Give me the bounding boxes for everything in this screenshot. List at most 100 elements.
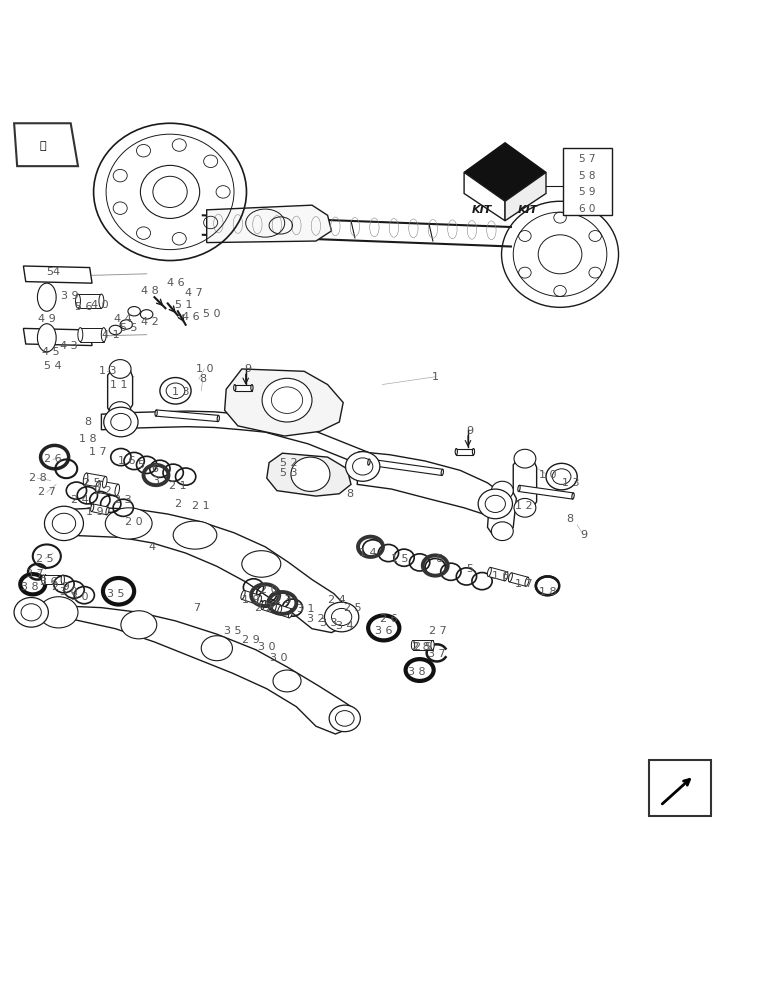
Ellipse shape	[473, 449, 474, 455]
Polygon shape	[235, 385, 252, 391]
Ellipse shape	[44, 506, 83, 541]
Ellipse shape	[272, 604, 276, 613]
Text: 6: 6	[435, 554, 441, 564]
Ellipse shape	[491, 522, 513, 541]
Polygon shape	[488, 486, 516, 535]
Text: 9: 9	[580, 530, 587, 540]
Ellipse shape	[106, 507, 109, 515]
Text: 2 7: 2 7	[430, 626, 447, 636]
Polygon shape	[464, 143, 546, 201]
Ellipse shape	[546, 463, 577, 490]
Text: 2 2: 2 2	[255, 603, 272, 613]
Text: 3 5: 3 5	[107, 589, 124, 599]
Ellipse shape	[115, 484, 119, 496]
Ellipse shape	[61, 575, 65, 584]
Ellipse shape	[217, 415, 219, 422]
Text: 3 1: 3 1	[297, 604, 314, 614]
Polygon shape	[23, 266, 92, 283]
Text: 1 7: 1 7	[89, 447, 106, 457]
Polygon shape	[242, 590, 261, 605]
Polygon shape	[108, 366, 133, 416]
Ellipse shape	[99, 294, 104, 308]
Text: 8: 8	[83, 417, 91, 427]
Text: 4 4: 4 4	[115, 314, 132, 324]
Ellipse shape	[552, 469, 571, 484]
Text: 3 7: 3 7	[27, 569, 44, 579]
Text: 1 0: 1 0	[196, 364, 213, 374]
Text: 3 5: 3 5	[224, 626, 241, 636]
Text: 1 7: 1 7	[516, 579, 533, 589]
Polygon shape	[513, 455, 537, 513]
Text: KIT: KIT	[518, 205, 538, 215]
Polygon shape	[267, 453, 351, 496]
Ellipse shape	[105, 508, 152, 539]
Text: 2 5: 2 5	[344, 603, 361, 613]
Ellipse shape	[353, 458, 373, 475]
Ellipse shape	[102, 476, 107, 488]
Text: 8: 8	[199, 374, 207, 384]
Polygon shape	[97, 481, 119, 496]
Text: 3: 3	[153, 476, 159, 486]
Ellipse shape	[261, 601, 265, 609]
Polygon shape	[464, 172, 505, 221]
Text: 5 3: 5 3	[280, 468, 297, 478]
Text: 4 6: 4 6	[167, 278, 184, 288]
Ellipse shape	[41, 575, 45, 584]
Text: 5 9: 5 9	[579, 187, 596, 197]
Text: 2 4: 2 4	[71, 495, 88, 505]
Text: 1 5: 1 5	[391, 554, 408, 564]
Text: 54: 54	[46, 267, 60, 277]
Ellipse shape	[160, 378, 191, 404]
Ellipse shape	[241, 590, 245, 599]
Text: 2 3: 2 3	[115, 495, 132, 505]
Text: 4 7: 4 7	[185, 288, 202, 298]
Text: 5: 5	[466, 564, 473, 574]
Text: 3 6: 3 6	[375, 626, 392, 636]
Text: 1 8: 1 8	[79, 434, 96, 444]
Text: 1 6: 1 6	[492, 571, 509, 581]
Polygon shape	[207, 205, 332, 243]
Text: KIT: KIT	[472, 205, 492, 215]
Ellipse shape	[128, 307, 140, 316]
Polygon shape	[519, 485, 573, 499]
Ellipse shape	[14, 597, 48, 627]
Ellipse shape	[335, 711, 354, 726]
Polygon shape	[14, 123, 78, 166]
Ellipse shape	[78, 328, 83, 342]
Bar	[563, 148, 612, 215]
Text: 1 6: 1 6	[118, 456, 135, 466]
Polygon shape	[101, 411, 374, 470]
Ellipse shape	[111, 413, 131, 431]
Ellipse shape	[509, 573, 512, 582]
Polygon shape	[17, 606, 355, 734]
Text: 2 5: 2 5	[414, 642, 431, 652]
Ellipse shape	[234, 385, 236, 391]
Polygon shape	[78, 294, 101, 308]
Text: 4 5: 4 5	[42, 347, 59, 357]
Text: 3 8: 3 8	[409, 667, 426, 677]
Text: 3 0: 3 0	[271, 653, 288, 663]
Polygon shape	[273, 604, 292, 618]
Text: 8: 8	[566, 514, 573, 524]
Ellipse shape	[289, 609, 292, 618]
Polygon shape	[156, 410, 218, 422]
Ellipse shape	[90, 504, 94, 512]
Text: 2 3: 2 3	[274, 595, 291, 605]
Polygon shape	[357, 452, 505, 517]
Text: 1 3: 1 3	[562, 478, 580, 488]
Polygon shape	[262, 601, 281, 615]
Text: 2 8: 2 8	[29, 473, 46, 483]
Ellipse shape	[278, 606, 282, 615]
Ellipse shape	[411, 640, 415, 650]
Text: 1 4: 1 4	[360, 548, 377, 558]
Ellipse shape	[109, 325, 122, 335]
Ellipse shape	[273, 670, 301, 692]
Ellipse shape	[83, 473, 88, 485]
Text: 1 9: 1 9	[243, 595, 260, 605]
Ellipse shape	[324, 602, 359, 632]
Text: 6 0: 6 0	[580, 204, 595, 214]
Ellipse shape	[104, 407, 138, 437]
Polygon shape	[509, 573, 528, 586]
Text: 5 4: 5 4	[44, 361, 62, 371]
Text: 8: 8	[346, 489, 353, 499]
